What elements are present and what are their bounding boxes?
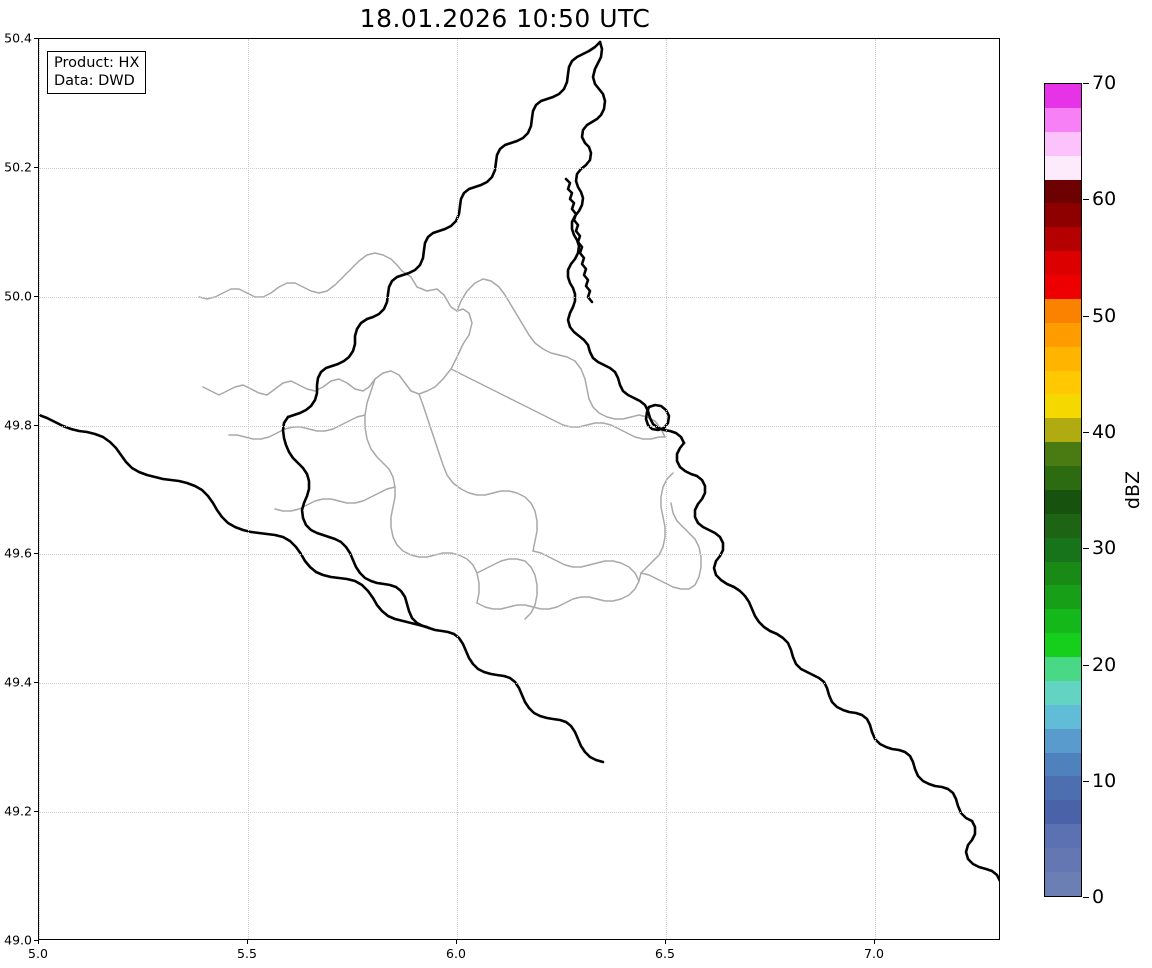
ytick-mark-49.2 [34, 811, 38, 812]
xtick-label-2: 6.0 [446, 946, 466, 961]
colorbar-tick-20 [1083, 665, 1089, 666]
colorbar-tick-0 [1083, 897, 1089, 898]
xtick-mark-5.0 [38, 940, 39, 944]
colorbar-label-3: 30 [1092, 537, 1117, 559]
colorbar-band-26 [1045, 251, 1081, 275]
colorbar-label-6: 60 [1092, 188, 1117, 210]
colorbar-label-7: 70 [1092, 72, 1117, 94]
colorbar-band-31 [1045, 131, 1081, 156]
colorbar-tick-30 [1083, 548, 1089, 549]
colorbar-label-1: 10 [1092, 770, 1117, 792]
colorbar-tick-60 [1083, 199, 1089, 200]
colorbar-band-22 [1045, 346, 1081, 371]
ytick-mark-49.4 [34, 682, 38, 683]
ytick-mark-50.2 [34, 167, 38, 168]
colorbar-label-2: 20 [1092, 654, 1117, 676]
ytick-label-0: 49.0 [4, 932, 32, 948]
ytick-label-3: 49.6 [4, 545, 32, 561]
colorbar-band-32 [1045, 107, 1081, 132]
info-product: Product: HX [54, 55, 140, 71]
colorbar-band-27 [1045, 227, 1081, 252]
xtick-label-3: 6.5 [655, 946, 675, 961]
colorbar-title: dBZ [1122, 470, 1144, 510]
ytick-label-4: 49.8 [4, 417, 32, 433]
xtick-label-0: 5.0 [28, 946, 48, 961]
ytick-mark-49.0 [34, 940, 38, 941]
ytick-label-2: 49.4 [4, 674, 32, 690]
map-canvas [39, 39, 999, 939]
colorbar-tick-70 [1083, 83, 1089, 84]
colorbar [1044, 83, 1082, 897]
info-data-source: Data: DWD [54, 73, 135, 90]
map-borders [39, 40, 999, 882]
colorbar-band-9 [1045, 657, 1081, 681]
national-borders [39, 40, 999, 882]
xtick-mark-6.0 [456, 940, 457, 944]
ytick-label-1: 49.2 [4, 803, 32, 819]
colorbar-band-19 [1045, 418, 1081, 443]
colorbar-band-20 [1045, 394, 1081, 419]
colorbar-band-25 [1045, 275, 1081, 299]
colorbar-band-29 [1045, 179, 1081, 204]
info-box: Product: HX Data: DWD [47, 51, 147, 95]
colorbar-band-14 [1045, 537, 1081, 562]
colorbar-band-8 [1045, 680, 1081, 705]
colorbar-band-18 [1045, 442, 1081, 466]
gridline-y-49.8 [39, 426, 999, 427]
xtick-mark-5.5 [247, 940, 248, 944]
colorbar-label-5: 50 [1092, 305, 1117, 327]
colorbar-tick-10 [1083, 781, 1089, 782]
gridline-y-49.6 [39, 554, 999, 555]
colorbar-band-5 [1045, 752, 1081, 777]
colorbar-band-6 [1045, 728, 1081, 753]
gridline-y-49.4 [39, 683, 999, 684]
colorbar-band-10 [1045, 633, 1081, 657]
colorbar-band-21 [1045, 370, 1081, 395]
xtick-label-4: 7.0 [864, 946, 884, 961]
gridline-x-6.5 [666, 39, 667, 939]
ytick-label-5: 50.0 [4, 288, 32, 304]
canton-boundaries [198, 252, 702, 620]
colorbar-band-2 [1045, 824, 1081, 848]
ytick-mark-49.8 [34, 425, 38, 426]
gridline-x-5.0 [39, 39, 40, 939]
colorbar-band-13 [1045, 561, 1081, 586]
colorbar-band-11 [1045, 609, 1081, 634]
xtick-label-1: 5.5 [237, 946, 257, 961]
gridline-x-6.0 [457, 39, 458, 939]
colorbar-band-4 [1045, 776, 1081, 801]
gridline-x-5.5 [248, 39, 249, 939]
colorbar-label-0: 0 [1092, 886, 1105, 908]
page-title: 18.01.2026 10:50 UTC [359, 4, 651, 33]
ytick-mark-50.4 [34, 38, 38, 39]
colorbar-band-1 [1045, 848, 1081, 872]
gridline-y-50.2 [39, 168, 999, 169]
ytick-mark-49.6 [34, 553, 38, 554]
colorbar-band-17 [1045, 466, 1081, 490]
colorbar-band-30 [1045, 155, 1081, 180]
gridline-y-49.2 [39, 812, 999, 813]
colorbar-band-15 [1045, 513, 1081, 538]
colorbar-band-24 [1045, 298, 1081, 323]
colorbar-tick-50 [1083, 316, 1089, 317]
colorbar-band-28 [1045, 203, 1081, 228]
ytick-label-6: 50.2 [4, 159, 32, 175]
colorbar-band-16 [1045, 489, 1081, 514]
ytick-mark-50.0 [34, 296, 38, 297]
ytick-label-7: 50.4 [4, 30, 32, 46]
colorbar-band-23 [1045, 322, 1081, 347]
colorbar-band-3 [1045, 800, 1081, 825]
colorbar-label-4: 40 [1092, 421, 1117, 443]
map-plot-area [38, 38, 1000, 940]
xtick-mark-6.5 [665, 940, 666, 944]
colorbar-band-12 [1045, 585, 1081, 610]
gridline-x-7.0 [875, 39, 876, 939]
colorbar-band-7 [1045, 704, 1081, 729]
colorbar-band-0 [1045, 871, 1081, 896]
xtick-mark-7.0 [874, 940, 875, 944]
colorbar-band-33 [1045, 84, 1081, 108]
gridline-y-50.0 [39, 297, 999, 298]
colorbar-tick-40 [1083, 432, 1089, 433]
